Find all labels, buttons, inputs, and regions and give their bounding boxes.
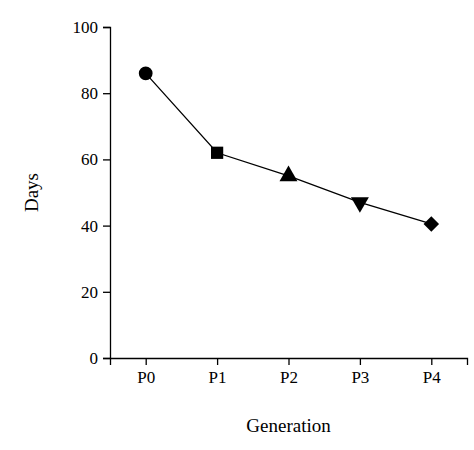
- x-axis-line: [111, 359, 468, 366]
- x-tick-label: P1: [209, 368, 227, 387]
- marker: [139, 66, 153, 80]
- y-tick: 80: [81, 84, 110, 103]
- y-axis: 0 20 40 60 80 100: [73, 18, 111, 368]
- line: [146, 73, 432, 224]
- y-tick-label: 20: [81, 283, 98, 302]
- y-tick-mark: [103, 358, 110, 359]
- x-tick-mark: [217, 358, 218, 365]
- y-tick-label: 100: [73, 18, 99, 37]
- chart: 0 20 40 60 80 100 P0 P1 P2 P3 P4 Generation Days: [0, 0, 474, 450]
- y-tick-mark: [103, 159, 110, 160]
- marker: [280, 166, 298, 182]
- y-tick-label: 0: [90, 349, 99, 368]
- x-axis-title: Generation: [246, 415, 331, 436]
- y-tick-label: 80: [81, 84, 98, 103]
- y-axis-line: [103, 28, 111, 359]
- marker: [211, 147, 223, 159]
- x-tick: P2: [280, 358, 298, 387]
- y-tick: 40: [81, 217, 110, 236]
- y-tick-label: 60: [81, 150, 98, 169]
- y-tick: 0: [90, 349, 111, 368]
- y-tick-mark: [103, 27, 110, 28]
- x-tick: P1: [209, 358, 227, 387]
- y-tick-mark: [103, 93, 110, 94]
- x-axis: P0 P1 P2 P3 P4: [111, 358, 468, 387]
- x-tick-mark: [431, 358, 432, 365]
- x-tick-mark: [288, 358, 289, 365]
- plot-area: [139, 66, 439, 231]
- x-tick-label: P0: [137, 368, 155, 387]
- x-tick: P4: [423, 358, 441, 387]
- y-tick-label: 40: [81, 217, 98, 236]
- y-tick: 20: [81, 283, 110, 302]
- x-tick: P0: [137, 358, 155, 387]
- y-axis-title: Days: [21, 173, 42, 212]
- marker: [424, 216, 439, 231]
- x-tick-label: P4: [423, 368, 441, 387]
- x-tick: P3: [351, 358, 369, 387]
- y-tick: 100: [73, 18, 111, 37]
- y-tick-mark: [103, 225, 110, 226]
- x-tick-mark: [360, 358, 361, 365]
- x-tick-label: P3: [351, 368, 369, 387]
- x-tick-label: P2: [280, 368, 298, 387]
- y-tick: 60: [81, 150, 110, 169]
- marker: [351, 197, 369, 213]
- y-tick-mark: [103, 292, 110, 293]
- x-tick-mark: [146, 358, 147, 365]
